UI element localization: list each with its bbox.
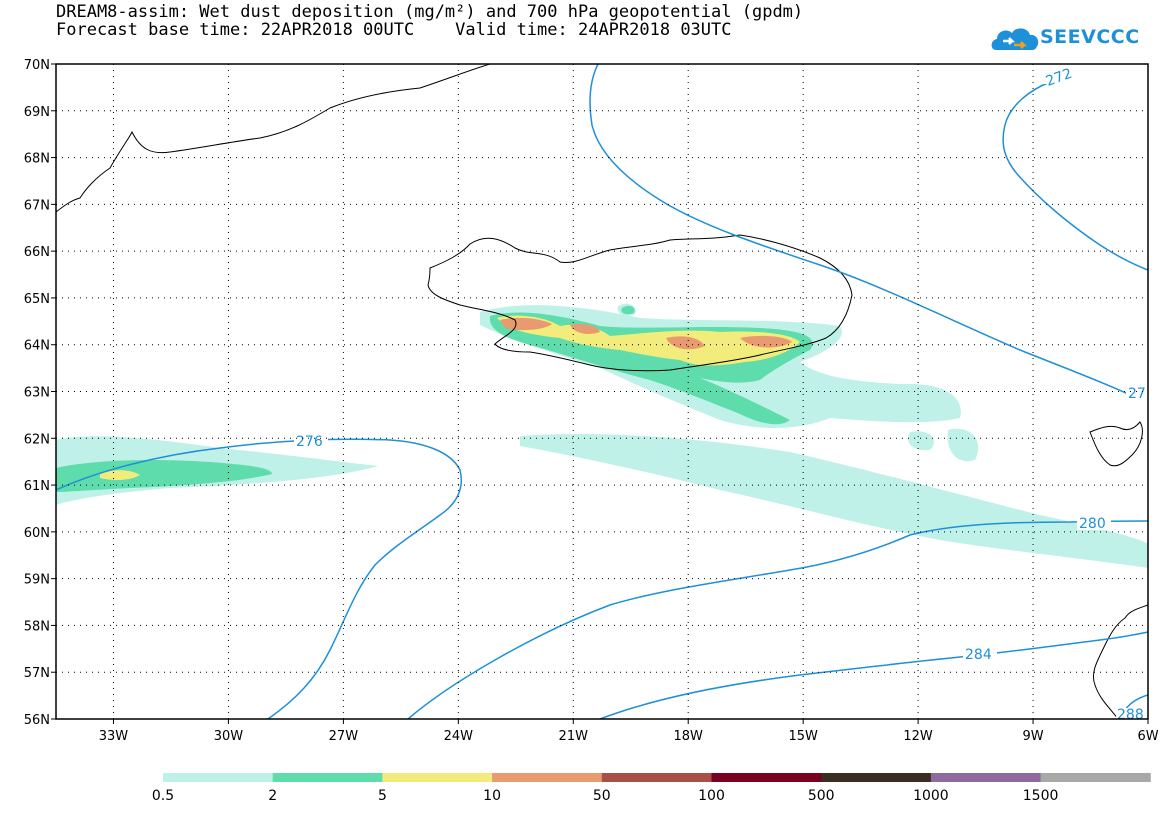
- longitude-labels: 33W 30W 27W 24W 21W 18W 15W 12W 9W 6W: [99, 729, 1159, 744]
- cloud-icon: [991, 28, 1039, 50]
- dust-layer-5: [100, 470, 140, 480]
- contour-label: 280: [1079, 516, 1106, 532]
- lat-label: 64N: [24, 339, 50, 354]
- lon-label: 30W: [214, 729, 244, 744]
- gridlines: [56, 64, 1148, 719]
- dust-layer-10: [500, 317, 552, 331]
- contour-labels: 272 27 276 280 284 288: [294, 66, 1148, 723]
- lon-label: 24W: [444, 729, 474, 744]
- lat-label: 70N: [24, 58, 50, 73]
- lon-label: 33W: [99, 729, 129, 744]
- contour-label: 288: [1117, 707, 1144, 723]
- lon-label: 21W: [559, 729, 589, 744]
- axis-ticks: [51, 63, 1149, 724]
- lat-label: 63N: [24, 386, 50, 401]
- lon-label: 15W: [788, 729, 818, 744]
- dust-layer-2: [621, 305, 635, 315]
- iceland-coastline: [427, 234, 853, 372]
- lat-label: 56N: [24, 713, 50, 728]
- lat-label: 69N: [24, 105, 50, 120]
- dust-deposition-field: [56, 303, 1148, 568]
- contour-280: [407, 520, 1148, 719]
- lat-label: 66N: [24, 245, 50, 260]
- dust-layer-10: [570, 323, 600, 334]
- latitude-labels: 70N 69N 68N 67N 66N 65N 64N 63N 62N 61N 60N 59N 58N 5…: [24, 58, 50, 728]
- contour-label: 27: [1128, 386, 1146, 402]
- lat-label: 59N: [24, 573, 50, 588]
- dust-layer-10: [666, 336, 705, 350]
- scotland-coastline: [1092, 604, 1148, 719]
- map-title: DREAM8-assim: Wet dust deposition (mg/m²…: [56, 2, 804, 22]
- lon-label: 18W: [674, 729, 704, 744]
- dust-layer-0.5: [908, 431, 934, 451]
- lat-label: 68N: [24, 152, 50, 167]
- geopotential-contours: [56, 64, 1148, 719]
- lat-label: 67N: [24, 198, 50, 213]
- faroe-coastline: [1089, 421, 1143, 467]
- coastlines: [56, 64, 1148, 719]
- contour-276-east: [589, 64, 1131, 396]
- map-subtitle: Forecast base time: 22APR2018 00UTC Vali…: [56, 20, 732, 40]
- lat-label: 62N: [24, 432, 50, 447]
- lon-label: 27W: [329, 729, 359, 744]
- lat-label: 60N: [24, 526, 50, 541]
- contour-label: 276: [296, 434, 323, 450]
- lat-label: 58N: [24, 619, 50, 634]
- contour-272: [1002, 81, 1148, 271]
- lat-label: 57N: [24, 666, 50, 681]
- lon-label: 6W: [1137, 729, 1158, 744]
- lat-label: 61N: [24, 479, 50, 494]
- map-area: [56, 64, 1148, 719]
- contour-284: [599, 631, 1148, 719]
- contour-276-west: [56, 438, 462, 719]
- lon-label: 9W: [1022, 729, 1043, 744]
- contour-label: 284: [965, 647, 992, 663]
- greenland-coastline: [56, 64, 491, 213]
- dust-layer-0.5: [520, 433, 1148, 568]
- dust-layer-2: [56, 460, 272, 492]
- lat-label: 65N: [24, 292, 50, 307]
- logo-text: SEEVCCC: [1040, 26, 1140, 48]
- lon-label: 12W: [903, 729, 933, 744]
- dust-layer-0.5: [947, 428, 979, 462]
